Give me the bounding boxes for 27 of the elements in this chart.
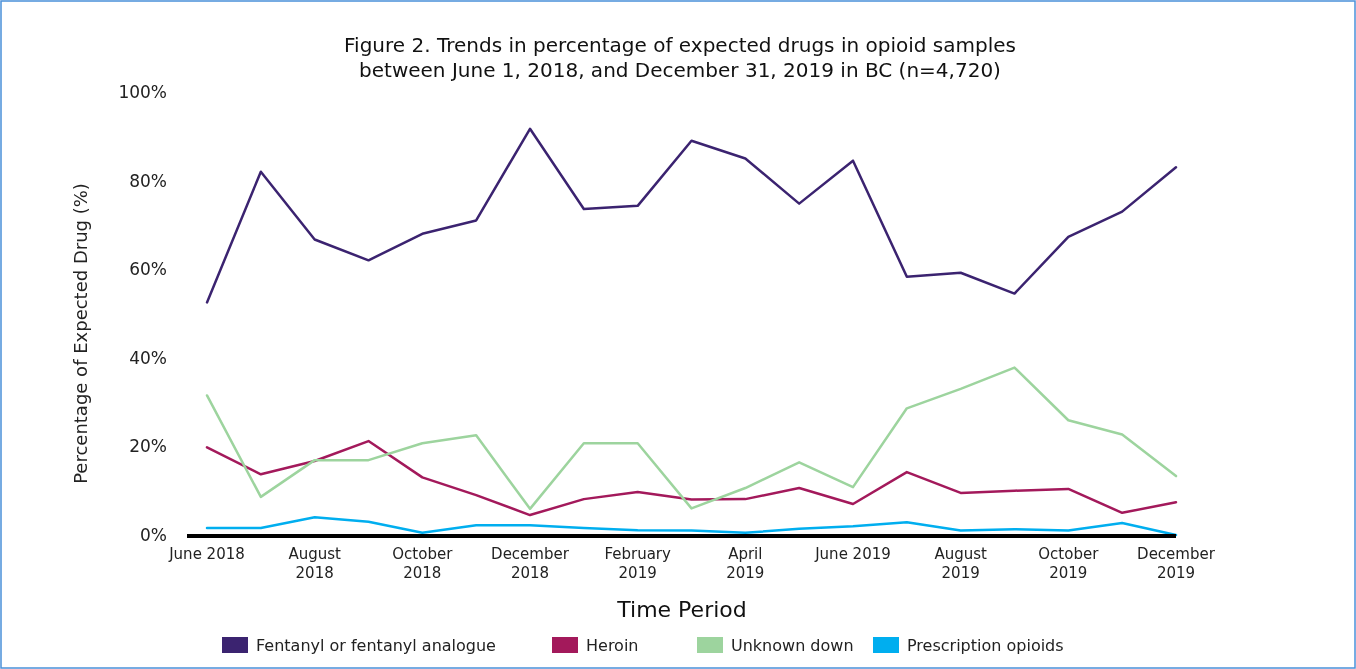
x-tick-label: October 2019 — [1038, 545, 1100, 582]
x-tick-label: April 2019 — [726, 545, 765, 582]
x-axis-title: Time Period — [616, 597, 747, 622]
legend-label: Prescription opioids — [907, 635, 1064, 655]
x-tick-label: August 2019 — [934, 545, 988, 582]
y-tick-label: 100% — [118, 81, 167, 102]
y-tick-label: 0% — [140, 524, 167, 545]
x-tick-label: December 2018 — [491, 545, 570, 582]
y-axis-title: Percentage of Expected Drug (%) — [70, 183, 91, 484]
line-series — [205, 366, 1178, 511]
x-tick-label: June 2019 — [814, 545, 891, 563]
legend-label: Unknown down — [731, 635, 854, 655]
line-series — [205, 439, 1178, 517]
legend-label: Heroin — [586, 635, 639, 655]
x-tick-label: December 2019 — [1137, 545, 1216, 582]
y-tick-label: 20% — [129, 436, 167, 457]
x-tick-label: February 2019 — [604, 545, 672, 582]
line-series — [205, 516, 1178, 537]
chart-title: Figure 2. Trends in percentage of expected drugs in opioid samples between June 1, 2018, and December 31, 2019 in BC (n=4,720) — [344, 33, 1016, 82]
y-tick-label: 40% — [129, 347, 167, 368]
y-tick-label: 60% — [129, 259, 167, 280]
x-tick-label: October 2018 — [392, 545, 454, 582]
x-tick-label: August 2018 — [288, 545, 342, 582]
y-tick-label: 80% — [129, 170, 167, 191]
line-series — [205, 127, 1178, 304]
x-tick-label: June 2018 — [168, 545, 245, 563]
legend-label: Fentanyl or fentanyl analogue — [256, 635, 496, 655]
